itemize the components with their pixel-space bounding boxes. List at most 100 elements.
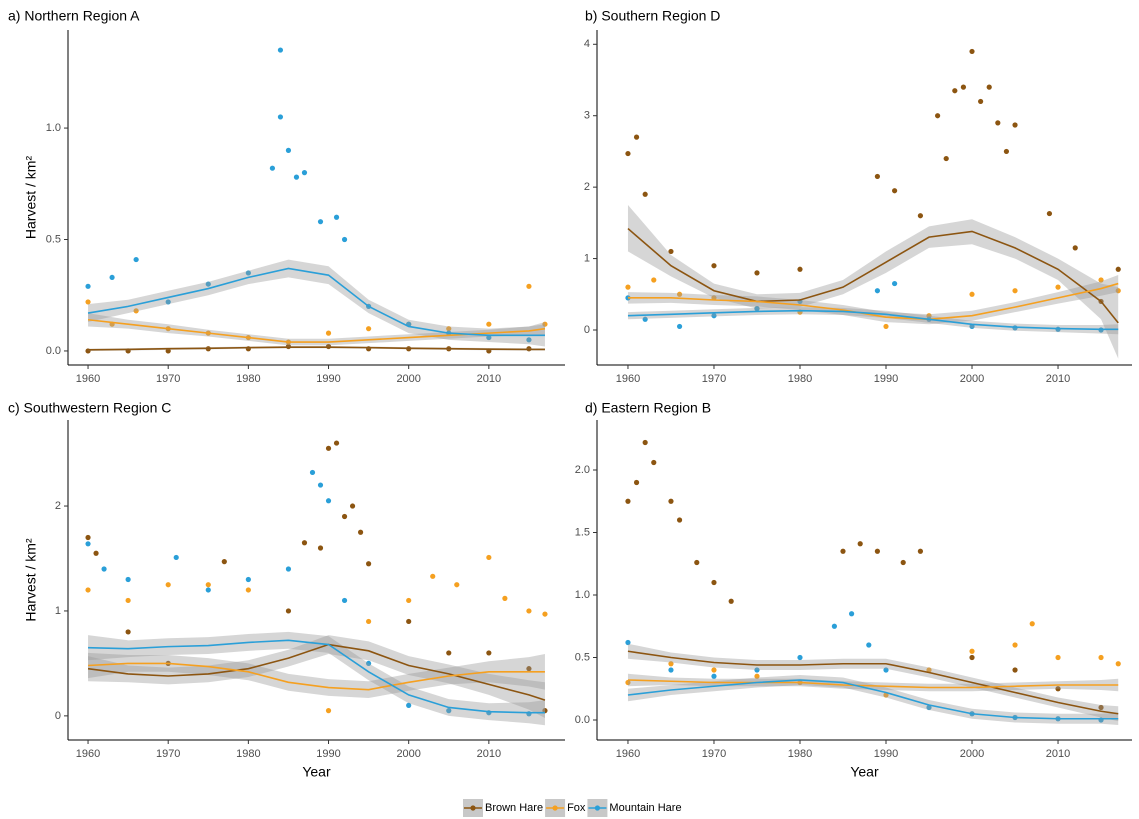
point: [165, 582, 171, 588]
point: [85, 587, 91, 593]
point: [848, 611, 855, 617]
point: [85, 541, 91, 547]
point: [486, 554, 492, 561]
point: [101, 566, 107, 572]
confidence-band: [627, 307, 1119, 335]
point: [633, 134, 640, 140]
x-tick-label: 1960: [76, 748, 100, 760]
confidence-band: [88, 635, 545, 718]
point: [797, 654, 803, 661]
point: [125, 629, 131, 635]
point: [486, 334, 492, 341]
point: [325, 708, 332, 714]
legend-label: Brown Hare: [485, 802, 543, 814]
x-tick-label: 1980: [236, 373, 260, 385]
point: [1012, 288, 1018, 294]
point: [526, 337, 532, 343]
point: [173, 554, 179, 561]
point: [277, 114, 284, 120]
legend-label: Mountain Hare: [609, 802, 681, 814]
trend-line: [87, 318, 546, 343]
point: [1055, 654, 1061, 661]
point: [728, 598, 734, 604]
point: [1046, 210, 1053, 217]
point: [995, 120, 1001, 126]
point: [366, 326, 372, 332]
x-tick-label: 1990: [316, 748, 340, 760]
point: [1115, 661, 1121, 667]
point: [952, 88, 958, 94]
x-tick-label: 1980: [788, 748, 812, 760]
point: [1098, 654, 1104, 661]
point: [245, 270, 251, 276]
y-tick-label: 2: [55, 500, 61, 512]
point: [625, 150, 631, 157]
point: [642, 191, 648, 197]
point: [245, 587, 251, 593]
point: [542, 321, 548, 327]
point: [317, 219, 324, 225]
point: [651, 459, 657, 466]
point: [978, 98, 984, 105]
point: [366, 618, 372, 625]
y-tick-label: 1.5: [575, 526, 590, 538]
plot-area: [625, 48, 1121, 359]
x-tick-label: 1990: [874, 373, 898, 385]
point: [341, 597, 348, 604]
point: [883, 323, 889, 330]
point: [857, 541, 863, 547]
point: [866, 642, 872, 648]
point: [668, 498, 674, 504]
panel: c) Southwestern Region C 0 1 2 1960 1970 1980 1…: [8, 400, 565, 780]
point: [406, 597, 412, 604]
confidence-band: [88, 652, 545, 699]
y-tick-label: 0.0: [46, 345, 61, 357]
point: [1055, 686, 1061, 692]
point: [205, 587, 211, 593]
point: [309, 469, 316, 476]
point: [668, 667, 674, 673]
confidence-band: [88, 313, 545, 346]
point: [269, 165, 276, 171]
point: [935, 113, 941, 119]
x-tick-label: 2010: [477, 748, 501, 760]
confidence-band: [627, 275, 1119, 325]
panel-title: c) Southwestern Region C: [8, 400, 171, 416]
point: [625, 284, 631, 290]
x-tick-label: 1970: [702, 373, 726, 385]
x-tick-label: 1970: [702, 748, 726, 760]
point: [831, 623, 837, 629]
panel-title: a) Northern Region A: [8, 8, 140, 24]
point: [926, 313, 932, 319]
point: [874, 173, 881, 180]
y-axis-label: Harvest / km²: [23, 156, 39, 240]
y-tick-label: 0: [584, 324, 590, 336]
point: [93, 550, 99, 556]
point: [969, 291, 975, 297]
point: [754, 270, 760, 276]
trend-line: [87, 267, 545, 337]
y-tick-label: 0: [55, 710, 61, 722]
point: [625, 679, 631, 686]
x-tick-label: 2010: [1046, 748, 1070, 760]
point: [85, 534, 91, 541]
x-tick-label: 2000: [396, 748, 420, 760]
point: [205, 281, 211, 287]
point: [341, 513, 348, 520]
point: [668, 248, 674, 255]
x-tick-label: 1960: [616, 748, 640, 760]
point: [969, 654, 975, 661]
confidence-band: [88, 259, 545, 347]
point: [446, 650, 452, 656]
x-tick-label: 2000: [396, 373, 420, 385]
point: [454, 582, 460, 588]
point: [892, 280, 898, 287]
point: [325, 445, 332, 451]
point: [651, 277, 657, 283]
point: [900, 559, 906, 566]
y-tick-label: 1.0: [575, 589, 590, 601]
x-tick-label: 2000: [960, 373, 984, 385]
point: [754, 667, 760, 673]
legend-key-point: [470, 805, 476, 811]
x-tick-label: 2010: [1046, 373, 1070, 385]
